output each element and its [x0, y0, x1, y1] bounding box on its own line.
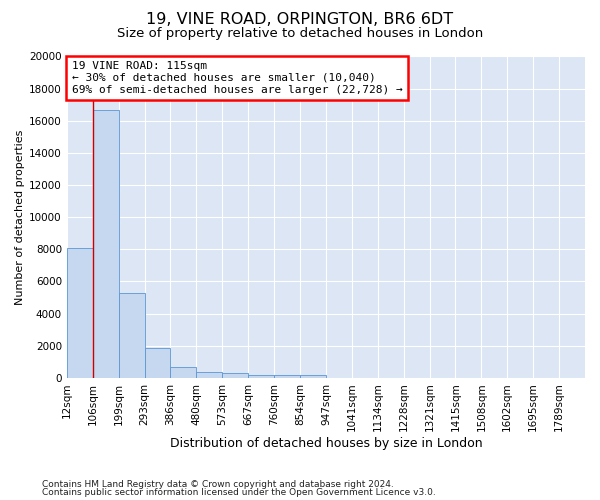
Bar: [248, 374, 274, 378]
Text: 19, VINE ROAD, ORPINGTON, BR6 6DT: 19, VINE ROAD, ORPINGTON, BR6 6DT: [146, 12, 454, 28]
Bar: [274, 375, 300, 378]
Bar: [92, 110, 119, 378]
Text: Contains HM Land Registry data © Crown copyright and database right 2024.: Contains HM Land Registry data © Crown c…: [42, 480, 394, 489]
Bar: [196, 372, 222, 378]
Bar: [67, 248, 92, 378]
Text: 19 VINE ROAD: 115sqm
← 30% of detached houses are smaller (10,040)
69% of semi-d: 19 VINE ROAD: 115sqm ← 30% of detached h…: [72, 62, 403, 94]
Bar: [145, 348, 170, 378]
Bar: [170, 368, 196, 378]
Text: Contains public sector information licensed under the Open Government Licence v3: Contains public sector information licen…: [42, 488, 436, 497]
Bar: [119, 292, 145, 378]
Bar: [300, 374, 326, 378]
Y-axis label: Number of detached properties: Number of detached properties: [15, 130, 25, 305]
X-axis label: Distribution of detached houses by size in London: Distribution of detached houses by size …: [170, 437, 482, 450]
Bar: [222, 374, 248, 378]
Text: Size of property relative to detached houses in London: Size of property relative to detached ho…: [117, 28, 483, 40]
